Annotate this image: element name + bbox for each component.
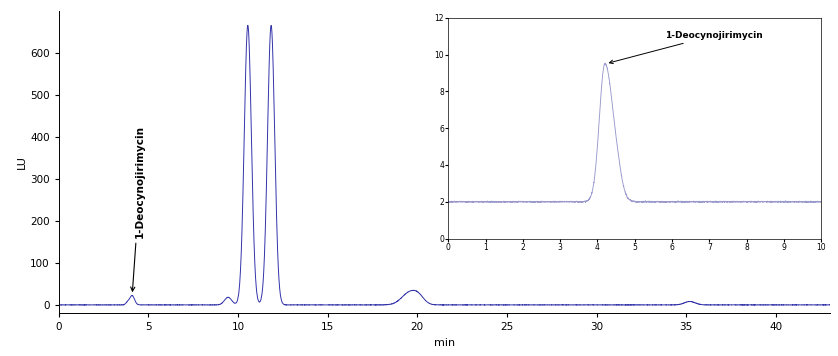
Text: 1-Deocynojirimycin: 1-Deocynojirimycin <box>609 31 763 64</box>
Text: 1-Deocynojirimycin: 1-Deocynojirimycin <box>131 125 145 291</box>
Y-axis label: LU: LU <box>18 155 27 169</box>
X-axis label: min: min <box>433 338 455 348</box>
